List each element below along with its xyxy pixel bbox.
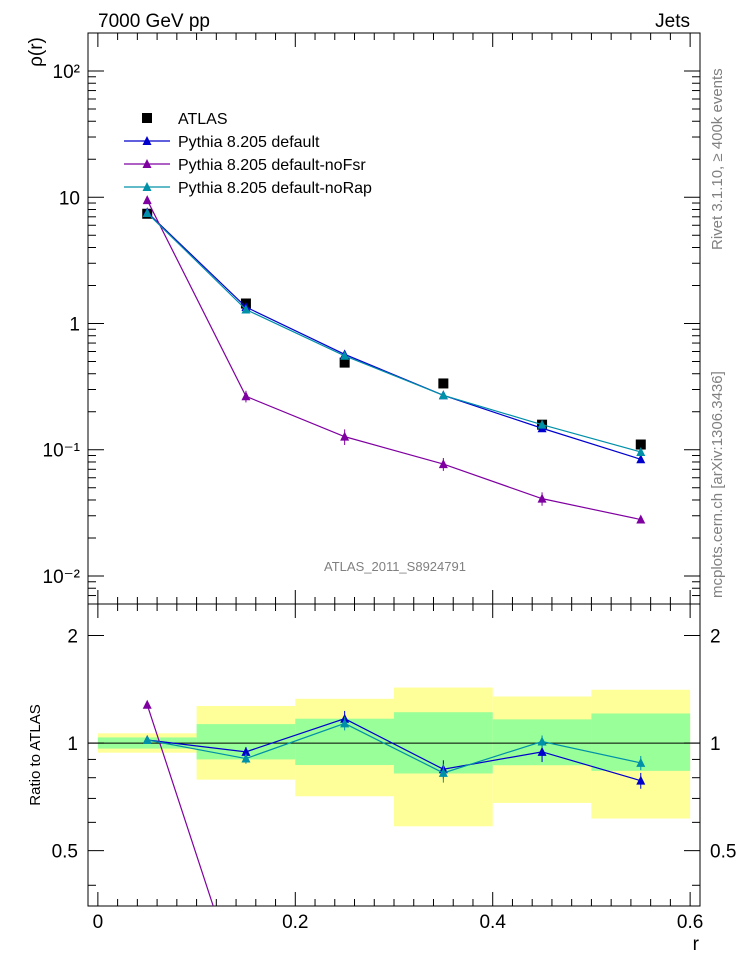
ratio-y-tick-label: 2 <box>67 626 78 647</box>
ratio-y-axis-title: Ratio to ATLAS <box>27 704 44 805</box>
ratio-marker <box>636 950 645 959</box>
legend-label: ATLAS <box>178 111 228 128</box>
series-line <box>146 199 641 521</box>
legend-marker <box>142 182 152 191</box>
ratio-marker <box>340 947 349 956</box>
legend-marker-atlas <box>142 113 152 123</box>
ratio-marker <box>241 746 251 756</box>
x-tick-label: 0.6 <box>677 912 703 933</box>
legend-label: Pythia 8.205 default-noFsr <box>178 157 366 174</box>
atlas-data-point <box>635 439 646 450</box>
ratio-line <box>147 718 641 782</box>
ratio-y-tick-label-right: 1 <box>710 734 721 755</box>
x-tick-label: 0.4 <box>479 912 506 933</box>
analysis-watermark: ATLAS_2011_S8924791 <box>324 559 466 574</box>
ratio-marker <box>538 947 547 956</box>
legend-label: Pythia 8.205 default-noRap <box>178 180 372 197</box>
y-axis-title: ρ(r) <box>26 37 47 67</box>
legend-marker <box>142 136 152 145</box>
ratio-series <box>142 699 646 972</box>
process-label: Jets <box>655 11 690 32</box>
y-tick-label: 1 <box>69 314 80 335</box>
ratio-marker <box>340 718 350 728</box>
ratio-marker <box>438 767 448 777</box>
ratio-line <box>147 722 641 774</box>
ratio-marker <box>241 753 251 763</box>
legend-marker <box>142 159 152 168</box>
ratio-marker <box>636 757 646 767</box>
series-marker <box>636 454 646 464</box>
series-line <box>146 211 641 460</box>
y-tick-label: 10⁻² <box>43 567 81 588</box>
x-tick-label: 0.2 <box>282 912 308 933</box>
series-marker <box>340 431 350 441</box>
ratio-marker <box>537 746 547 756</box>
series-marker <box>636 514 646 524</box>
ratio-bands <box>97 687 691 827</box>
series-marker <box>241 391 251 401</box>
rivet-info: Rivet 3.1.10, ≥ 400k events <box>709 68 726 250</box>
atlas-data-point <box>339 357 350 368</box>
ratio-y-tick-label-right: 0.5 <box>710 842 736 863</box>
series-marker <box>340 350 350 360</box>
axis-ticks <box>88 32 700 906</box>
series-marker <box>241 304 251 314</box>
series-marker <box>142 195 152 205</box>
series-marker <box>438 390 448 400</box>
series-marker <box>537 419 547 429</box>
ratio-marker <box>142 734 152 744</box>
x-tick-label: 0 <box>93 912 104 933</box>
series-marker <box>537 493 547 503</box>
y-tick-label: 10 <box>59 188 80 209</box>
tick-labels: 0 0.2 0.4 0.6 10⁻² 10⁻¹ 1 10 10² 0.5 0.5 1 1 2 2 <box>43 62 737 933</box>
ratio-marker <box>636 775 646 785</box>
ratio-y-tick-label-right: 2 <box>710 626 721 647</box>
y-tick-label: 10⁻¹ <box>43 441 81 462</box>
ratio-y-tick-label: 1 <box>67 734 78 755</box>
ratio-y-tick-label: 0.5 <box>52 842 78 863</box>
ratio-marker <box>142 699 152 709</box>
series-marker <box>438 459 448 469</box>
mcplots-info: mcplots.cern.ch [arXiv:1306.3436] <box>709 371 726 598</box>
ratio-marker <box>537 736 547 746</box>
series-marker <box>142 208 152 218</box>
atlas-data-point <box>438 378 449 389</box>
series-line <box>146 212 641 453</box>
series-marker <box>636 446 646 456</box>
legend: ATLAS Pythia 8.205 default Pythia 8.205 de… <box>124 111 372 197</box>
energy-label: 7000 GeV pp <box>98 11 210 32</box>
x-axis-title: r <box>693 934 700 955</box>
main-series <box>142 195 646 524</box>
y-tick-label: 10² <box>53 62 80 83</box>
ratio-marker <box>439 966 448 972</box>
legend-label: Pythia 8.205 default <box>178 134 320 151</box>
